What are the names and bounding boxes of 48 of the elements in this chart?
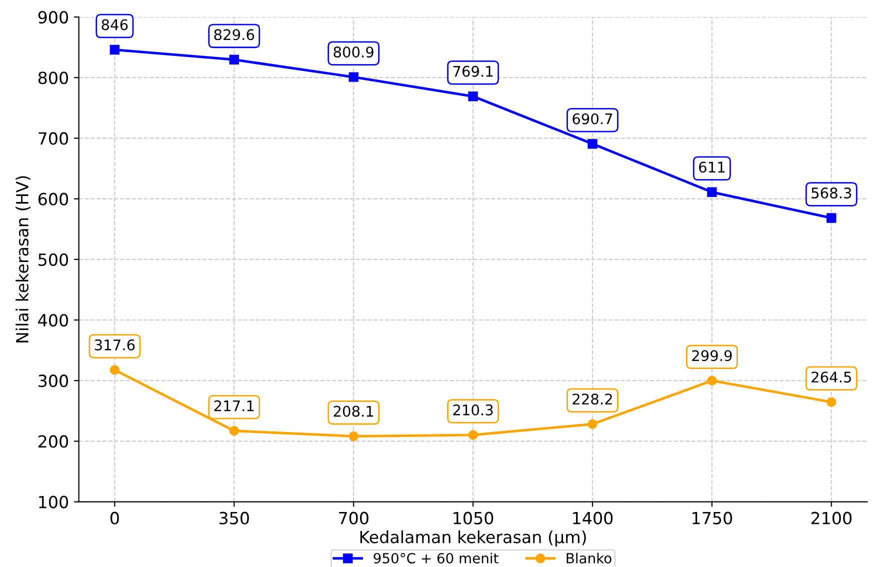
point xyxy=(229,54,239,65)
point xyxy=(588,138,598,149)
point xyxy=(826,213,836,223)
point xyxy=(348,72,358,82)
x-tick-label: 1400 xyxy=(573,512,613,524)
point xyxy=(468,430,478,440)
data-label: 264.5 xyxy=(812,372,852,383)
point xyxy=(707,376,717,386)
y-tick-label: 100 xyxy=(39,496,68,508)
data-label: 228.2 xyxy=(572,394,612,405)
x-tick-label: 1050 xyxy=(454,512,494,524)
x-tick-label: 350 xyxy=(219,512,249,524)
y-tick-label: 300 xyxy=(38,374,68,388)
x-axis-title: Kedalaman kekerasan (µm) xyxy=(360,530,586,547)
point xyxy=(348,431,358,442)
point xyxy=(468,91,478,102)
legend-label: 950°C + 60 menit xyxy=(374,552,498,564)
y-tick-label: 800 xyxy=(38,72,68,84)
point xyxy=(229,426,239,436)
data-label: 800.9 xyxy=(334,46,374,58)
data-label: 568.3 xyxy=(812,187,852,199)
data-label: 317.6 xyxy=(94,339,135,350)
data-label: 846 xyxy=(102,19,128,30)
data-label: 208.1 xyxy=(334,406,374,417)
y-tick-label: 600 xyxy=(38,192,68,206)
y-tick-label: 400 xyxy=(38,314,68,327)
data-label: 210.3 xyxy=(453,404,493,416)
point xyxy=(110,44,120,55)
x-tick-label: 2100 xyxy=(811,512,852,524)
data-label: 299.9 xyxy=(692,350,732,362)
y-tick-label: 900 xyxy=(38,10,68,24)
y-tick-label: 500 xyxy=(38,253,68,266)
x-tick-label: 1750 xyxy=(692,512,732,524)
y-axis-title: Nilai kekerasan (HV) xyxy=(16,176,30,342)
point xyxy=(588,419,598,429)
data-label: 769.1 xyxy=(453,66,493,77)
data-label: 611 xyxy=(699,162,725,173)
data-label: 829.6 xyxy=(214,29,254,40)
legend-label: Blanko xyxy=(566,552,612,564)
y-tick-label: 200 xyxy=(38,435,68,448)
point xyxy=(110,365,120,375)
data-label: 217.1 xyxy=(214,400,254,412)
x-tick-label: 0 xyxy=(110,512,119,524)
x-tick-label: 700 xyxy=(339,512,368,524)
point xyxy=(707,187,717,197)
point xyxy=(826,397,836,407)
data-label: 690.7 xyxy=(572,113,612,124)
y-tick-label: 700 xyxy=(38,132,68,145)
